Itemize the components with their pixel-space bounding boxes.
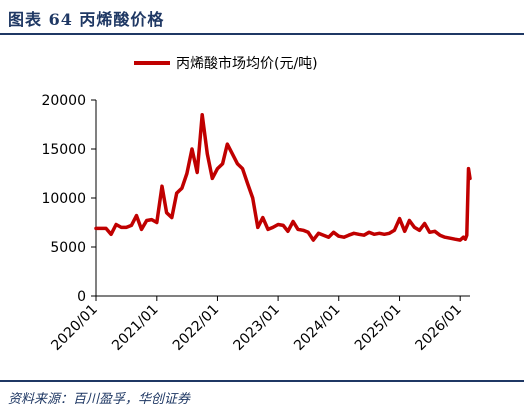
y-tick-label: 10000 <box>41 191 86 207</box>
x-tick-label: 2026/01 <box>413 302 465 354</box>
x-tick-label: 2021/01 <box>109 302 161 354</box>
source-note: 资料来源：百川盈孚，华创证券 <box>8 392 191 407</box>
y-tick-label: 0 <box>77 289 86 305</box>
x-tick-label: 2024/01 <box>291 302 343 354</box>
series-layer <box>94 112 472 242</box>
top-rule <box>0 33 524 35</box>
x-tick-label: 2022/01 <box>170 302 222 354</box>
bottom-rule <box>0 380 524 382</box>
x-axis: 2020/01 2021/01 2022/01 2023/01 2024/01 2025/… <box>48 295 470 354</box>
y-tick-label: 20000 <box>41 93 86 109</box>
x-tick-label: 2020/01 <box>48 302 100 354</box>
x-tick-label: 2023/01 <box>230 302 282 354</box>
figure-title: 图表 64 丙烯酸价格 <box>8 10 165 29</box>
y-axis: 0 5000 10000 15000 20000 <box>41 93 97 305</box>
legend: 丙烯酸市场均价(元/吨) <box>134 55 318 72</box>
price-line-chart: 丙烯酸市场均价(元/吨) 0 5000 10000 15000 20000 2020/0… <box>41 55 472 354</box>
legend-label: 丙烯酸市场均价(元/吨) <box>176 55 318 72</box>
series-line <box>94 112 472 242</box>
y-tick-label: 15000 <box>41 142 86 158</box>
y-tick-label: 5000 <box>50 240 86 256</box>
x-tick-label: 2025/01 <box>352 302 404 354</box>
